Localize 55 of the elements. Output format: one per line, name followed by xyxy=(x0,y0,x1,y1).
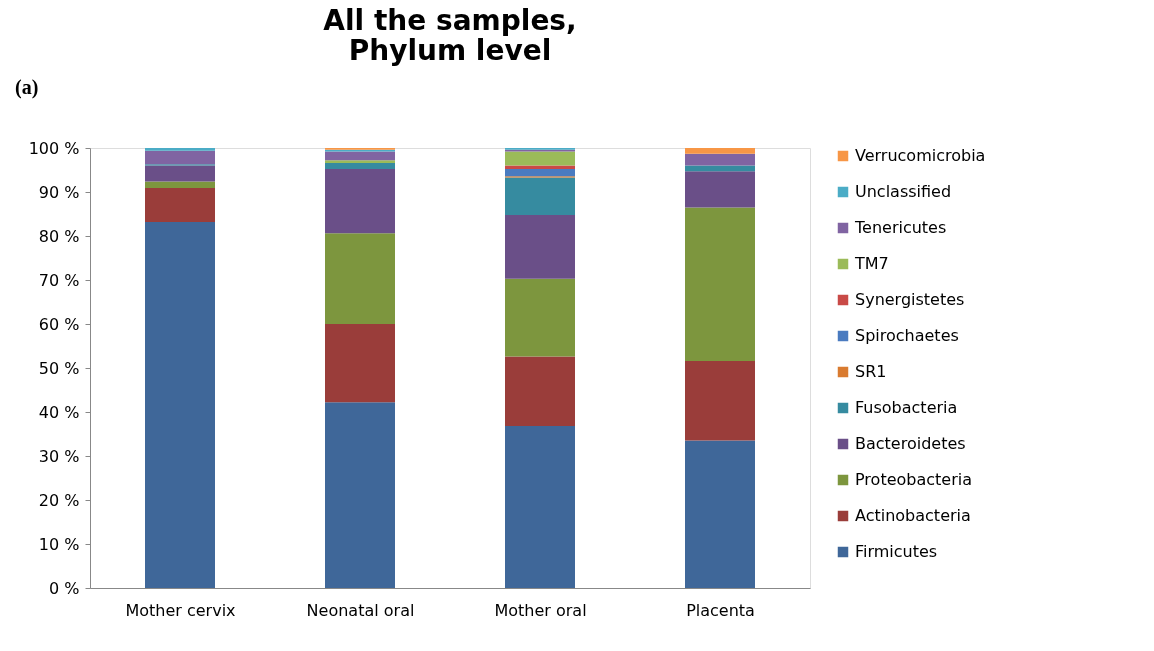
bar xyxy=(325,324,395,403)
bar xyxy=(325,169,395,234)
y-tick-label: 20 % xyxy=(38,490,80,510)
bar xyxy=(325,151,395,161)
legend-label: Fusobacteria xyxy=(855,398,958,417)
y-tick-label: 30 % xyxy=(38,446,80,466)
bar xyxy=(505,426,575,588)
y-tick-label: 40 % xyxy=(38,402,80,422)
bar xyxy=(685,171,755,208)
bar xyxy=(145,148,215,151)
text: All the samples, xyxy=(323,4,577,37)
legend-label: Bacteroidetes xyxy=(855,434,966,453)
bar xyxy=(505,356,575,427)
bar xyxy=(325,162,395,170)
legend-label: Firmicutes xyxy=(855,542,938,561)
legend-label: Spirochaetes xyxy=(855,326,959,345)
legend-label: Tenericutes xyxy=(854,218,947,237)
x-tick-label: Mother cervix xyxy=(125,600,236,620)
bar xyxy=(145,165,215,182)
legend-label: Synergistetes xyxy=(855,290,965,309)
bar xyxy=(505,177,575,215)
x-tick-label: Neonatal oral xyxy=(306,600,415,620)
y-tick-label: 60 % xyxy=(38,314,80,334)
legend-label: Verrucomicrobia xyxy=(855,146,986,165)
bar xyxy=(685,360,755,441)
y-tick-label: 80 % xyxy=(38,226,80,246)
bar xyxy=(685,148,755,154)
bar xyxy=(505,214,575,279)
bar xyxy=(145,221,215,588)
bar xyxy=(505,278,575,357)
bar xyxy=(685,440,755,588)
legend-label: TM7 xyxy=(854,254,889,273)
bar xyxy=(685,153,755,166)
bar xyxy=(505,169,575,177)
legend-label: Proteobacteria xyxy=(855,470,972,489)
legend-label: Unclassified xyxy=(855,182,952,201)
bar xyxy=(685,207,755,361)
x-tick-label: Placenta xyxy=(686,600,755,620)
y-tick-label: 10 % xyxy=(38,534,80,554)
bar xyxy=(325,402,395,588)
y-tick-label: 100 % xyxy=(28,138,80,158)
legend-label: Actinobacteria xyxy=(855,506,971,525)
y-tick-label: 0 % xyxy=(49,578,80,598)
bar xyxy=(325,160,395,163)
bar xyxy=(145,188,215,222)
y-tick-label: 50 % xyxy=(38,358,80,378)
text: (a) xyxy=(15,76,39,99)
bar xyxy=(325,233,395,324)
bar xyxy=(505,151,575,166)
y-tick-label: 90 % xyxy=(38,182,80,202)
y-tick-label: 70 % xyxy=(38,270,80,290)
legend-label: SR1 xyxy=(855,362,887,381)
bar xyxy=(145,181,215,189)
bar xyxy=(145,150,215,165)
x-tick-label: Mother oral xyxy=(494,600,587,620)
